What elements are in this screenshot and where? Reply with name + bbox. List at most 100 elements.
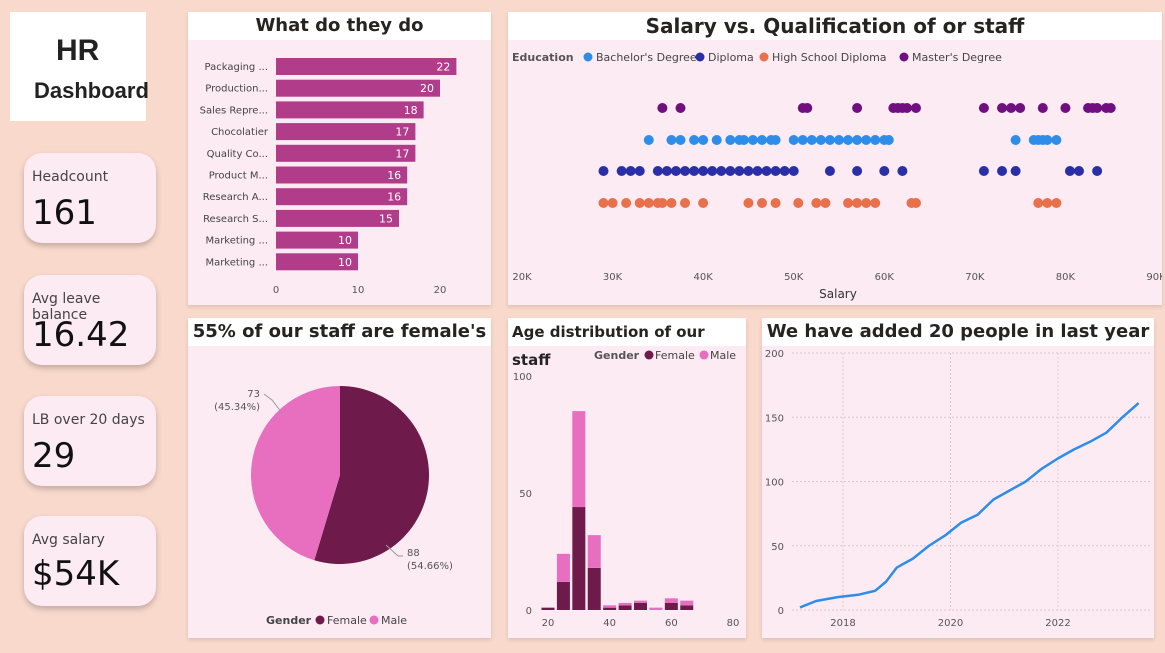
bar	[276, 188, 408, 206]
scatter-point	[1015, 103, 1026, 113]
scatter-point	[852, 103, 863, 113]
legend-label: Male	[381, 614, 407, 627]
bar-male	[572, 411, 586, 508]
scatter-point	[770, 135, 781, 145]
bar-value-label: 17	[395, 126, 409, 139]
bar-value-label: 10	[338, 234, 352, 247]
header-title-line1: HR	[56, 34, 100, 67]
scatter-point	[770, 166, 781, 176]
scatter-point	[707, 166, 718, 176]
bar-female	[680, 605, 694, 610]
scatter-point	[852, 166, 863, 176]
chart-title: Age distribution of our staff	[508, 318, 746, 369]
x-tick-label: 0	[273, 285, 279, 296]
scatter-point	[824, 135, 835, 145]
scatter-point	[698, 166, 709, 176]
scatter-point	[910, 198, 921, 208]
kpi-label: Avg salary	[32, 532, 105, 548]
scatter-point	[1033, 198, 1044, 208]
legend-marker	[695, 52, 705, 62]
scatter-point	[634, 198, 645, 208]
bar-category-label: Marketing ...	[205, 257, 268, 268]
job-roles-panel: What do they do Packaging ... 22 Productio…	[188, 12, 491, 305]
bar	[276, 144, 416, 162]
scatter-point	[834, 135, 844, 145]
scatter-point	[734, 166, 745, 176]
scatter-point	[897, 166, 908, 176]
chart-title: Salary vs. Qualification of or staff	[508, 12, 1162, 40]
x-tick-label: 2022	[1045, 618, 1070, 629]
scatter-point	[797, 135, 808, 145]
scatter-point	[598, 198, 609, 208]
bar	[276, 101, 424, 119]
scatter-point	[675, 103, 686, 113]
bar-category-label: Research S...	[203, 214, 268, 225]
bar-category-label: Product M...	[209, 171, 268, 182]
age-stacked-bar-chart: Gender Female Male 0 50 100 20 40 60 80	[513, 349, 740, 629]
scatter-point	[861, 198, 872, 208]
kpi-headcount: Headcount 161	[24, 153, 156, 243]
bar-female	[572, 507, 586, 610]
kpi-value: 29	[32, 436, 76, 476]
x-tick-label: 10	[352, 285, 365, 296]
legend-marker	[315, 615, 325, 625]
bar-female	[541, 607, 555, 610]
bar-female	[603, 607, 617, 610]
scatter-point	[1042, 198, 1053, 208]
scatter-point	[621, 198, 632, 208]
y-tick-label: 50	[519, 489, 532, 500]
bar-male	[680, 600, 694, 606]
scatter-point	[997, 103, 1008, 113]
bar-category-label: Packaging ...	[205, 62, 268, 73]
x-tick-label: 20	[542, 618, 555, 629]
bar-male	[556, 553, 570, 582]
y-tick-label: 0	[778, 606, 784, 617]
scatter-point	[901, 103, 912, 113]
scatter-point	[802, 103, 813, 113]
scatter-point	[670, 166, 681, 176]
legend-marker	[759, 52, 769, 62]
x-tick-label: 2018	[830, 618, 855, 629]
legend-label: Master's Degree	[912, 51, 1002, 64]
legend-label: Female	[655, 349, 695, 362]
y-tick-label: 150	[765, 413, 784, 424]
x-tick-label: 90K	[1146, 272, 1162, 283]
scatter-point	[743, 198, 754, 208]
scatter-point	[1064, 166, 1075, 176]
pie-slice	[251, 386, 340, 561]
scatter-point	[747, 135, 758, 145]
scatter-point	[1051, 198, 1062, 208]
gender-pie-chart: 88 (54.66%) 73 (45.34%) Gender Female Male	[214, 386, 453, 627]
scatter-point	[815, 135, 826, 145]
scatter-point	[870, 135, 881, 145]
bar-category-label: Chocolatier	[211, 127, 269, 138]
x-tick-label: 80	[727, 618, 740, 629]
chart-title: What do they do	[188, 12, 491, 40]
pie-value-label: 88	[407, 548, 420, 559]
header-title-line2: Dashboard	[34, 78, 149, 103]
scatter-point	[883, 135, 894, 145]
x-tick-label: 70K	[965, 272, 985, 283]
kpi-label: Headcount	[32, 169, 109, 185]
bar-female	[618, 605, 632, 610]
legend-label: Male	[710, 349, 736, 362]
scatter-point	[689, 135, 700, 145]
bar	[276, 231, 358, 249]
bar	[276, 79, 440, 97]
x-tick-label: 30K	[603, 272, 623, 283]
age-distribution-panel: Age distribution of our staff Gender Fema…	[508, 318, 746, 638]
scatter-point	[793, 198, 804, 208]
scatter-point	[643, 135, 654, 145]
scatter-point	[1010, 135, 1021, 145]
scatter-point	[643, 198, 654, 208]
kpi-value: $54K	[32, 554, 120, 594]
scatter-point	[788, 166, 799, 176]
scatter-point	[680, 166, 691, 176]
scatter-point	[843, 198, 854, 208]
bar-male	[603, 605, 617, 608]
scatter-point	[788, 135, 799, 145]
x-tick-label: 60K	[875, 272, 895, 283]
x-tick-label: 40K	[693, 272, 713, 283]
x-tick-label: 60	[665, 618, 678, 629]
scatter-point	[725, 166, 736, 176]
